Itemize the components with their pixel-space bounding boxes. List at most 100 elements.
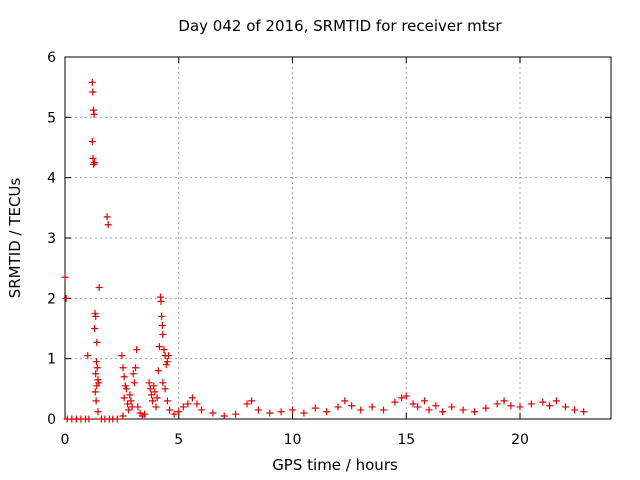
data-point xyxy=(92,370,100,378)
y-tick-label: 0 xyxy=(47,412,56,428)
data-point xyxy=(153,394,161,402)
data-point xyxy=(254,406,262,414)
data-point xyxy=(243,400,251,408)
data-point xyxy=(163,397,171,405)
data-point xyxy=(380,406,387,414)
y-tick-label: 4 xyxy=(47,171,56,187)
data-point xyxy=(193,400,201,408)
data-point xyxy=(91,309,99,317)
data-point xyxy=(145,379,153,387)
data-point xyxy=(348,402,356,410)
data-point xyxy=(527,400,535,408)
data-point xyxy=(126,391,134,399)
data-point xyxy=(93,364,101,372)
data-point xyxy=(127,397,135,405)
data-point xyxy=(391,398,399,406)
data-point xyxy=(425,406,433,414)
data-point xyxy=(151,388,159,396)
data-point xyxy=(146,385,154,393)
data-point xyxy=(93,338,101,346)
data-point xyxy=(134,403,142,411)
data-point xyxy=(170,410,178,418)
data-point xyxy=(129,370,137,378)
data-point xyxy=(175,408,183,416)
data-point xyxy=(95,379,103,387)
x-tick-label: 15 xyxy=(397,432,415,448)
data-point xyxy=(84,352,92,360)
y-tick-label: 2 xyxy=(47,291,56,307)
data-point xyxy=(119,364,127,372)
data-point xyxy=(493,400,501,408)
data-point xyxy=(147,391,155,399)
data-point xyxy=(357,406,365,414)
data-point xyxy=(414,403,422,411)
data-point xyxy=(266,409,274,417)
data-point xyxy=(88,78,96,86)
y-tick-label: 5 xyxy=(47,110,56,126)
data-point xyxy=(179,403,187,411)
data-point xyxy=(471,408,478,416)
data-point xyxy=(121,382,129,390)
data-point xyxy=(150,382,158,390)
data-point xyxy=(162,361,170,369)
data-point xyxy=(113,415,121,423)
data-point xyxy=(90,160,98,168)
data-point xyxy=(398,394,406,402)
data-point xyxy=(92,397,100,405)
data-point xyxy=(133,346,141,354)
data-point xyxy=(125,406,133,414)
data-point xyxy=(94,408,102,416)
data-point xyxy=(92,358,100,366)
data-point xyxy=(122,385,130,393)
data-point xyxy=(160,346,168,354)
y-tick-label: 1 xyxy=(47,352,56,368)
data-point xyxy=(300,409,308,417)
data-point xyxy=(104,221,112,229)
data-point xyxy=(368,403,376,411)
data-point xyxy=(103,213,111,221)
chart-title: Day 042 of 2016, SRMTID for receiver mts… xyxy=(178,17,502,35)
data-point xyxy=(409,400,417,408)
data-point xyxy=(439,408,447,416)
data-point xyxy=(85,415,93,423)
data-point xyxy=(552,397,560,405)
data-point xyxy=(158,312,166,320)
data-point xyxy=(482,404,490,412)
data-point xyxy=(209,409,217,417)
data-point xyxy=(580,408,588,416)
y-tick-label: 3 xyxy=(47,231,56,247)
data-point xyxy=(420,397,428,405)
data-point xyxy=(94,376,102,384)
data-point xyxy=(232,410,240,418)
data-point xyxy=(130,379,138,387)
data-point xyxy=(448,403,456,411)
data-point xyxy=(91,159,99,167)
data-point xyxy=(118,352,126,360)
data-point xyxy=(149,397,157,405)
data-point xyxy=(311,404,319,412)
data-point xyxy=(562,403,569,411)
data-point xyxy=(571,406,579,414)
data-point xyxy=(159,331,167,339)
data-point xyxy=(119,412,127,420)
data-point xyxy=(334,403,342,411)
data-point xyxy=(141,410,149,418)
data-point xyxy=(432,402,440,410)
data-point xyxy=(546,402,554,410)
data-point xyxy=(120,394,128,402)
data-point xyxy=(163,358,171,366)
data-point xyxy=(166,406,174,414)
data-point xyxy=(516,403,524,411)
data-point xyxy=(89,88,97,96)
data-point xyxy=(289,406,296,414)
x-tick-label: 10 xyxy=(284,432,302,448)
x-tick-label: 5 xyxy=(174,432,183,448)
data-point xyxy=(152,403,160,411)
data-point xyxy=(158,321,166,329)
x-axis-label: GPS time / hours xyxy=(272,456,398,474)
data-point xyxy=(88,137,96,145)
data-point xyxy=(248,397,256,405)
data-point xyxy=(155,343,163,351)
data-point xyxy=(198,406,205,414)
data-point xyxy=(323,408,331,416)
